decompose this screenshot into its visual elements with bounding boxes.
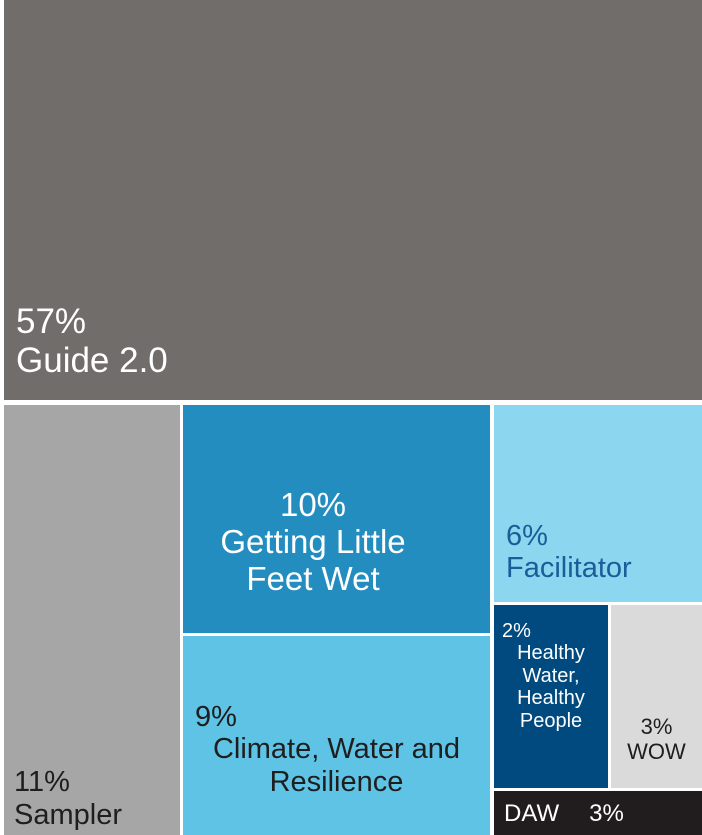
tile-daw: DAW 3% bbox=[494, 791, 702, 835]
value-label: 6% bbox=[506, 520, 548, 552]
category-label: Climate, Water and Resilience bbox=[212, 733, 461, 798]
tile-sampler: 11% Sampler bbox=[4, 405, 180, 835]
category-label: Getting Little Feet Wet bbox=[220, 522, 406, 597]
category-label: Sampler bbox=[14, 798, 122, 831]
value-label: 57% bbox=[16, 301, 87, 341]
label-facilitator: 6% Facilitator bbox=[506, 520, 632, 585]
label-guide-2-0: 57% Guide 2.0 bbox=[16, 302, 168, 380]
category-label: Guide 2.0 bbox=[16, 340, 168, 380]
category-label: DAW bbox=[504, 800, 560, 827]
value-label: 10% bbox=[279, 486, 347, 523]
category-label: Facilitator bbox=[506, 552, 632, 585]
value-label: 3% bbox=[640, 714, 673, 739]
label-sampler: 11% Sampler bbox=[14, 766, 122, 831]
label-getting-little-feet-wet: 10% Getting Little Feet Wet bbox=[193, 486, 433, 598]
category-label: WOW bbox=[627, 738, 686, 764]
value-label: 3% bbox=[589, 800, 624, 827]
label-healthy-water-healthy-people: 2% Healthy Water, Healthy People bbox=[494, 620, 608, 732]
tile-facilitator: 6% Facilitator bbox=[494, 405, 702, 602]
label-daw: DAW 3% bbox=[504, 800, 624, 828]
value-label: 9% bbox=[195, 701, 237, 733]
tile-wow: 3% WOW bbox=[611, 605, 702, 788]
tile-guide-2-0: 57% Guide 2.0 bbox=[4, 0, 702, 400]
tile-getting-little-feet-wet: 10% Getting Little Feet Wet bbox=[183, 405, 490, 633]
tile-climate-water-resilience: 9% Climate, Water and Resilience bbox=[183, 636, 490, 835]
label-climate-water-resilience: 9% Climate, Water and Resilience bbox=[183, 701, 490, 798]
label-wow: 3% WOW bbox=[611, 714, 702, 764]
value-label: 11% bbox=[14, 766, 70, 799]
category-label: Healthy Water, Healthy People bbox=[517, 642, 585, 732]
tile-healthy-water-healthy-people: 2% Healthy Water, Healthy People bbox=[494, 605, 608, 788]
value-label: 2% bbox=[502, 620, 531, 642]
